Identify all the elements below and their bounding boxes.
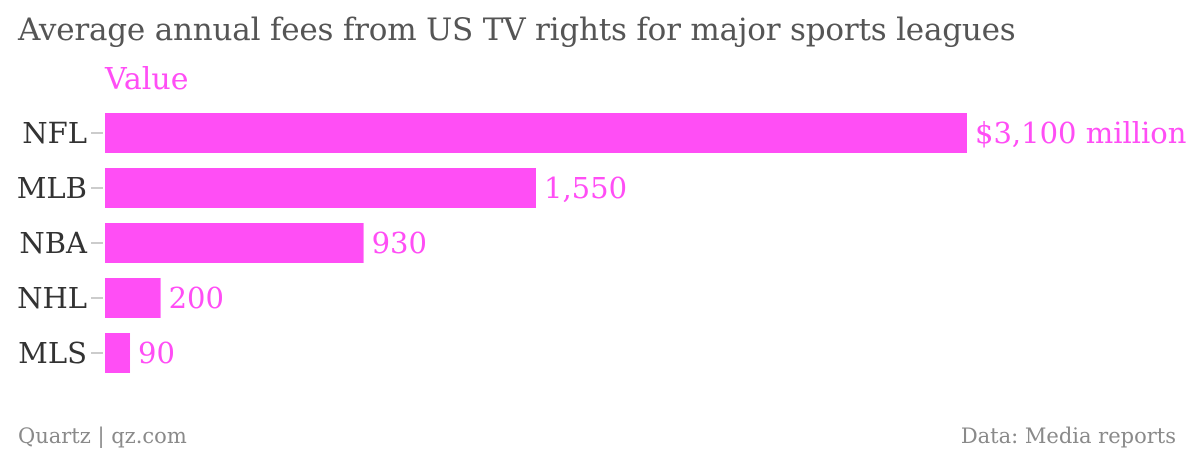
bar-mlb (105, 168, 536, 208)
footer-credit: Quartz | qz.com (18, 424, 187, 448)
category-label-nba: NBA (19, 226, 88, 260)
category-label-mlb: MLB (17, 171, 87, 205)
bar-nba (105, 223, 364, 263)
bar-nfl (105, 113, 967, 153)
category-label-mls: MLS (18, 336, 87, 370)
value-label-nba: 930 (372, 226, 427, 260)
value-label-mls: 90 (138, 336, 175, 370)
footer-source: Data: Media reports (960, 424, 1176, 448)
category-label-nhl: NHL (17, 281, 87, 315)
bar-nhl (105, 278, 161, 318)
category-label-nfl: NFL (22, 116, 87, 150)
value-label-nfl: $3,100 million (975, 116, 1186, 150)
value-label-nhl: 200 (169, 281, 224, 315)
chart-title: Average annual fees from US TV rights fo… (18, 12, 1016, 48)
value-label-mlb: 1,550 (544, 171, 627, 205)
series-label: Value (105, 62, 189, 97)
bar-mls (105, 333, 131, 373)
